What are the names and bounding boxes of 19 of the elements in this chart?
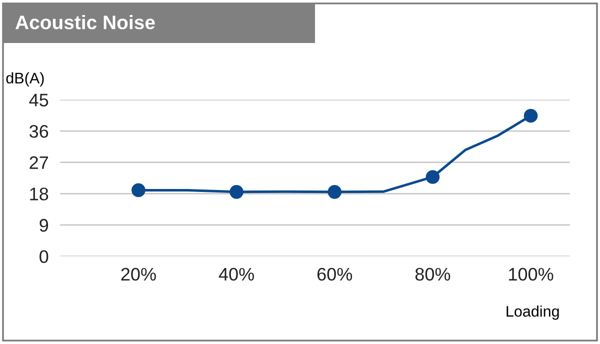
x-tick-label: 60%: [317, 268, 352, 281]
y-tick-label: 45: [29, 94, 48, 106]
y-tick-label: 36: [29, 125, 48, 138]
point: [524, 108, 538, 123]
point: [426, 170, 440, 184]
x-tick-label: 80%: [415, 268, 450, 281]
point: [328, 185, 342, 199]
chart-title: Acoustic Noise: [15, 15, 155, 30]
y-tick-label: 18: [30, 188, 48, 200]
y-tick-label: 9: [40, 218, 48, 232]
x-tick-label: 100%: [509, 268, 554, 281]
y-tick-label: 27: [30, 156, 48, 169]
y-axis-title: dB(A): [6, 72, 44, 87]
x-axis-title: Loading: [506, 306, 559, 320]
point: [230, 185, 244, 199]
x-tick-label: 40%: [218, 268, 254, 281]
point: [132, 183, 146, 198]
x-tick-label: 20%: [121, 268, 156, 281]
y-tick-label: 0: [40, 250, 48, 263]
